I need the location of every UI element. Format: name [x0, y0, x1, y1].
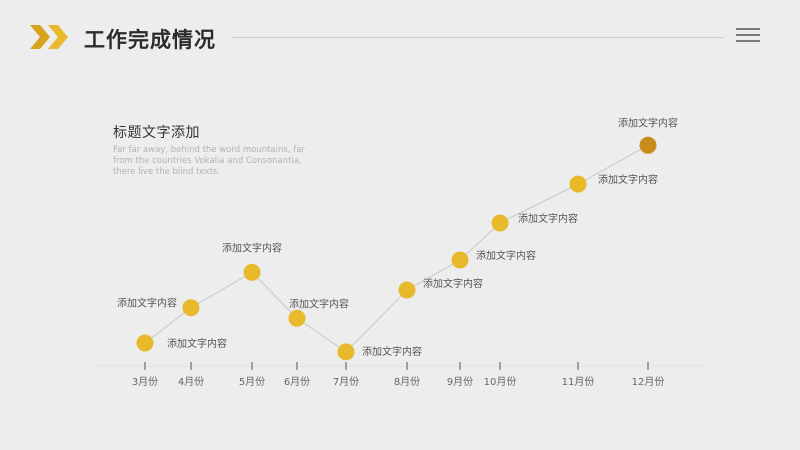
page-title: 工作完成情况	[84, 28, 216, 52]
x-tick-label: 8月份	[394, 376, 420, 388]
data-label: 添加文字内容	[362, 345, 422, 358]
data-point	[639, 136, 657, 154]
data-label: 添加文字内容	[289, 297, 349, 310]
x-tick-label: 9月份	[447, 376, 473, 388]
x-tick-label: 3月份	[132, 376, 158, 388]
data-point	[243, 263, 261, 281]
data-point	[136, 334, 154, 352]
data-point	[569, 175, 587, 193]
data-label: 添加文字内容	[167, 337, 227, 350]
series-line	[144, 144, 649, 353]
data-point	[288, 309, 306, 327]
x-tick-label: 11月份	[562, 376, 595, 388]
x-tick-label: 6月份	[284, 376, 310, 388]
x-tick-label: 12月份	[632, 376, 665, 388]
text-block-body: Far far away, behind the word mountains,…	[113, 145, 338, 178]
x-tick-label: 4月份	[178, 376, 204, 388]
slide-header: 工作完成情况	[0, 0, 800, 80]
x-tick-label: 7月份	[333, 376, 359, 388]
data-point	[451, 251, 469, 269]
text-block-line: Far far away, behind the word mountains,…	[113, 145, 305, 155]
data-label: 添加文字内容	[222, 241, 282, 254]
data-label: 添加文字内容	[518, 212, 578, 225]
data-label: 添加文字内容	[117, 297, 177, 310]
data-label: 添加文字内容	[598, 173, 658, 186]
text-block-line: there live the blind texts.	[113, 167, 221, 177]
menu-icon[interactable]	[736, 28, 760, 46]
data-point	[182, 299, 200, 317]
x-tick-label: 10月份	[484, 376, 517, 388]
data-label: 添加文字内容	[476, 249, 536, 262]
data-label: 添加文字内容	[423, 277, 483, 290]
text-block-title: 标题文字添加	[113, 125, 200, 141]
data-label: 添加文字内容	[618, 116, 678, 129]
data-point	[337, 343, 355, 361]
header-divider	[232, 37, 724, 38]
data-point	[398, 281, 416, 299]
x-tick-label: 5月份	[239, 376, 265, 388]
data-point	[491, 214, 509, 232]
text-block-line: from the countries Vokalia and Consonant…	[113, 156, 302, 166]
chevron-right-icon	[30, 25, 68, 49]
